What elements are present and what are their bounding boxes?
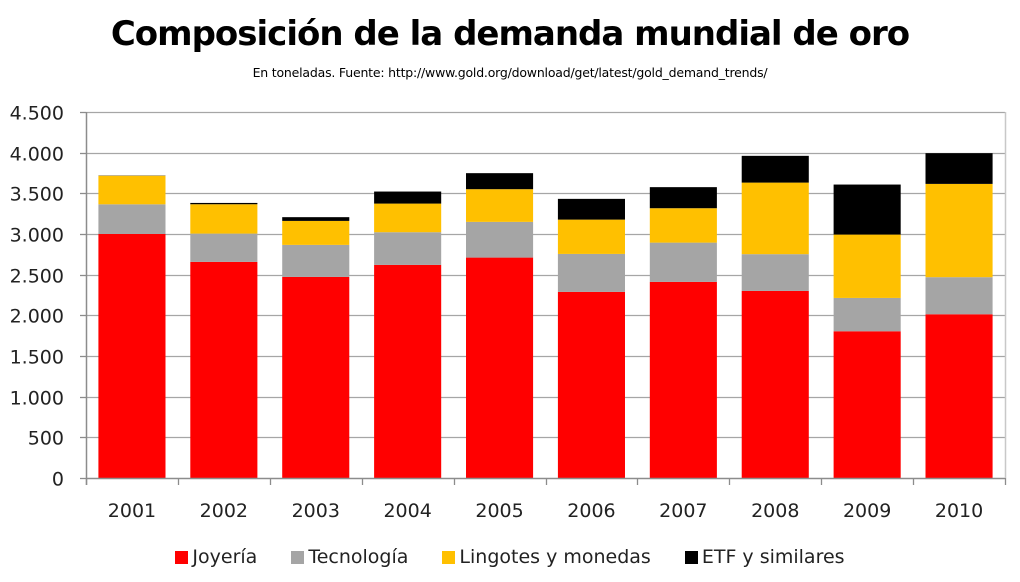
bar-segment-joyería-2006 [557, 291, 625, 478]
bar-segment-joyería-2008 [741, 290, 809, 478]
axes [85, 112, 1007, 485]
bar-segment-lingotes-y-monedas-2001 [98, 175, 166, 205]
bar-segment-joyería-2001 [98, 234, 166, 478]
bar-segment-lingotes-y-monedas-2006 [557, 219, 625, 254]
legend-swatch [291, 550, 305, 564]
bar-segment-etf-y-similares-2003 [282, 217, 350, 221]
bar-segment-joyería-2003 [282, 276, 350, 478]
bar-segment-tecnología-2002 [190, 233, 258, 262]
legend-label: Tecnología [308, 546, 409, 568]
bar-segment-etf-y-similares-2005 [466, 173, 534, 190]
bar-segment-lingotes-y-monedas-2009 [833, 234, 901, 298]
legend-label: ETF y similares [701, 546, 845, 568]
legend-swatch [442, 550, 456, 564]
y-tick-label: 1.000 [10, 388, 64, 410]
bar-segment-tecnología-2008 [741, 254, 809, 291]
bar-segment-etf-y-similares-2009 [833, 184, 901, 235]
x-tick-label: 2008 [751, 500, 799, 522]
x-tick-label: 2001 [108, 500, 156, 522]
bar-segment-tecnología-2001 [98, 204, 166, 234]
legend-label: Lingotes y monedas [459, 546, 651, 568]
bar-segment-tecnología-2009 [833, 297, 901, 332]
bar-segment-etf-y-similares-2004 [374, 191, 442, 204]
bar-segment-etf-y-similares-2008 [741, 155, 809, 183]
y-tick-label: 2.000 [10, 306, 64, 328]
x-tick-label: 2004 [383, 500, 431, 522]
bar-segment-tecnología-2003 [282, 244, 350, 277]
bar-segment-lingotes-y-monedas-2005 [466, 189, 534, 222]
legend-item: ETF y similares [684, 546, 845, 568]
y-tick-label: 4.000 [10, 144, 64, 166]
bar-segment-tecnología-2004 [374, 232, 442, 265]
legend-label: Joyería [192, 546, 258, 568]
bar-segment-lingotes-y-monedas-2010 [925, 183, 993, 278]
x-tick-label: 2010 [935, 500, 983, 522]
y-tick-label: 0 [52, 469, 64, 491]
bar-segment-joyería-2007 [649, 281, 717, 478]
bar-segment-lingotes-y-monedas-2003 [282, 220, 350, 245]
bar-segment-joyería-2002 [190, 261, 258, 478]
bar-segment-joyería-2009 [833, 331, 901, 478]
y-tick-label: 1.500 [10, 347, 64, 369]
bar-segment-lingotes-y-monedas-2008 [741, 182, 809, 255]
bar-segment-tecnología-2006 [557, 253, 625, 292]
chart-title: Composición de la demanda mundial de oro [110, 14, 910, 54]
y-tick-label: 2.500 [10, 266, 64, 288]
legend-item: Tecnología [291, 546, 408, 568]
x-tick-label: 2003 [292, 500, 340, 522]
bar-segment-etf-y-similares-2010 [925, 153, 993, 184]
bar-segment-etf-y-similares-2006 [557, 198, 625, 220]
y-tick-label: 500 [28, 428, 64, 450]
y-axis-ticks: 0 500 1.000 1.500 2.000 2.500 3.000 3.500 4.000 4… [10, 103, 86, 491]
bar-segment-tecnología-2005 [466, 221, 534, 258]
x-axis-ticks: 2001 2002 2003 2004 2005 2006 2007 2008 2009 2010 [85, 478, 1007, 522]
bar-segment-lingotes-y-monedas-2002 [190, 204, 258, 234]
bar-segment-etf-y-similares-2007 [649, 187, 717, 209]
legend-item: Joyería [175, 546, 257, 568]
y-tick-label: 3.000 [10, 225, 64, 247]
x-tick-label: 2007 [659, 500, 707, 522]
y-tick-label: 3.500 [10, 184, 64, 206]
legend-item: Lingotes y monedas [442, 546, 651, 568]
bar-segment-tecnología-2010 [925, 277, 993, 315]
bar-segment-joyería-2005 [466, 257, 534, 478]
legend: Joyería Tecnología Lingotes y monedas ETF y… [0, 546, 1020, 568]
legend-swatch [175, 550, 189, 564]
bar-segment-joyería-2004 [374, 264, 442, 478]
legend-swatch [684, 550, 698, 564]
chart-subtitle: En toneladas. Fuente: http://www.gold.or… [252, 65, 768, 80]
x-tick-label: 2002 [200, 500, 248, 522]
bar-segment-tecnología-2007 [649, 242, 717, 282]
bar-segment-etf-y-similares-2002 [190, 202, 258, 205]
bars [98, 153, 993, 478]
x-tick-label: 2006 [567, 500, 615, 522]
bar-segment-joyería-2010 [925, 314, 993, 478]
x-tick-label: 2009 [843, 500, 891, 522]
bar-segment-lingotes-y-monedas-2007 [649, 208, 717, 243]
x-tick-label: 2005 [475, 500, 523, 522]
bar-segment-lingotes-y-monedas-2004 [374, 203, 442, 233]
y-tick-label: 4.500 [10, 103, 64, 125]
